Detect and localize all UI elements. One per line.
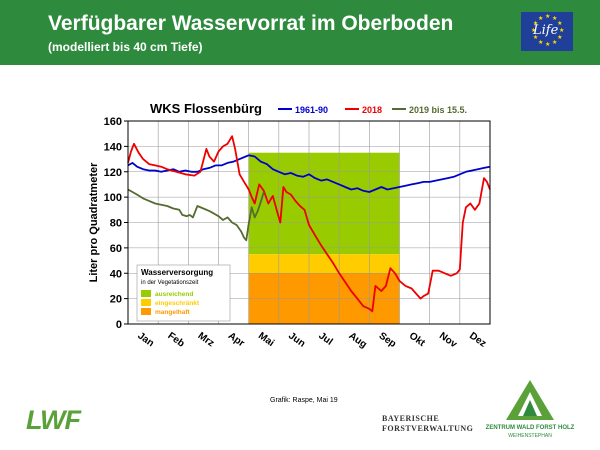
y-tick-label: 80 (110, 218, 122, 230)
zwfh-logo-subtitle: WEIHENSTEPHAN (508, 433, 552, 439)
zone-band (248, 254, 400, 274)
series-line (127, 188, 265, 242)
eu-star-icon: ★ (557, 35, 563, 41)
eu-star-icon: ★ (532, 35, 539, 41)
eu-life-logo: ★ ★ ★ ★ ★ ★ ★ ★ ★ ★ ★ ★ Life (521, 12, 573, 51)
x-tick-label: Nov (437, 330, 459, 350)
eu-star-icon: ★ (538, 40, 544, 47)
x-tick-label: Sep (377, 330, 398, 350)
x-tick-label: Okt (407, 330, 428, 349)
legend-label: 2019 bis 15.5. (409, 105, 467, 115)
y-tick-label: 60 (110, 243, 122, 255)
zone-legend-title: Wasserversorgung (141, 268, 213, 277)
eu-star-icon: ★ (552, 15, 558, 22)
x-tick-label: Feb (166, 330, 187, 349)
eu-star-icon: ★ (559, 28, 565, 34)
y-tick-label: 40 (110, 268, 122, 280)
zone-legend-swatch (141, 290, 151, 297)
zone-legend-box (136, 264, 231, 322)
bavarian-forestry-logo-line2: FORSTVERWALTUNG (382, 424, 474, 433)
eu-life-logo-text: Life (533, 23, 559, 38)
page-title: Verfügbarer Wasservorrat im Oberboden (48, 12, 454, 35)
y-tick-label: 20 (110, 294, 122, 306)
eu-star-icon: ★ (538, 15, 544, 22)
y-axis-label: Liter pro Quadratmeter (88, 162, 100, 283)
chart-title: WKS Flossenbürg (150, 101, 262, 116)
series-line (127, 154, 491, 193)
eu-star-icon: ★ (531, 28, 537, 34)
zone-legend-subtitle: in der Vegetationszeit (141, 280, 199, 286)
water-supply-chart: 0 20 40 60 80 100 120 140 160 Jan Feb Mrz Apr Mai Jun J… (88, 101, 491, 351)
bavarian-forestry-logo-line1: BAYERISCHE (382, 414, 440, 423)
y-tick-label: 160 (104, 116, 122, 128)
x-tick-label: Dez (467, 330, 488, 349)
eu-star-icon: ★ (532, 21, 539, 27)
bavarian-forestry-logo: BAYERISCHE FORSTVERWALTUNG (382, 414, 473, 434)
chart-credit: Grafik: Raspe, Mai 19 (270, 397, 338, 404)
zone-legend-label: ausreichend (155, 291, 193, 298)
y-tick-label: 100 (104, 192, 122, 204)
x-tick-label: Jun (286, 330, 307, 349)
zone-legend-label: mangelhaft (155, 309, 191, 316)
zone-legend-label: eingeschränkt (155, 300, 200, 307)
zone-legend-swatch (141, 308, 151, 315)
eu-star-icon: ★ (545, 14, 551, 20)
x-tick-label: Jan (135, 330, 155, 349)
eu-star-icon: ★ (557, 21, 563, 27)
x-tick-label: Aug (347, 330, 369, 350)
x-tick-label: Jul (316, 330, 334, 347)
zone-legend-swatch (141, 299, 151, 306)
header-bar: Verfügbarer Wasservorrat im Oberboden (m… (0, 0, 600, 65)
y-tick-label: 0 (116, 319, 122, 331)
series-line (127, 135, 491, 313)
zwfh-tree-logo (506, 380, 554, 420)
y-tick-label: 120 (104, 167, 122, 179)
y-tick-label: 140 (104, 141, 122, 153)
zwfh-logo-name: ZENTRUM WALD FORST HOLZ (485, 425, 575, 431)
x-tick-label: Apr (226, 330, 247, 349)
zwfh-tree-icon-core (523, 400, 537, 416)
eu-star-icon: ★ (552, 40, 558, 47)
x-tick-label: Mai (256, 330, 276, 349)
page-subtitle: (modelliert bis 40 cm Tiefe) (48, 40, 203, 54)
eu-star-icon: ★ (545, 42, 551, 48)
legend-label: 2018 (362, 105, 382, 115)
lwf-logo: LWF (26, 405, 81, 435)
legend-label: 1961-90 (295, 105, 328, 115)
x-tick-label: Mrz (196, 330, 216, 349)
